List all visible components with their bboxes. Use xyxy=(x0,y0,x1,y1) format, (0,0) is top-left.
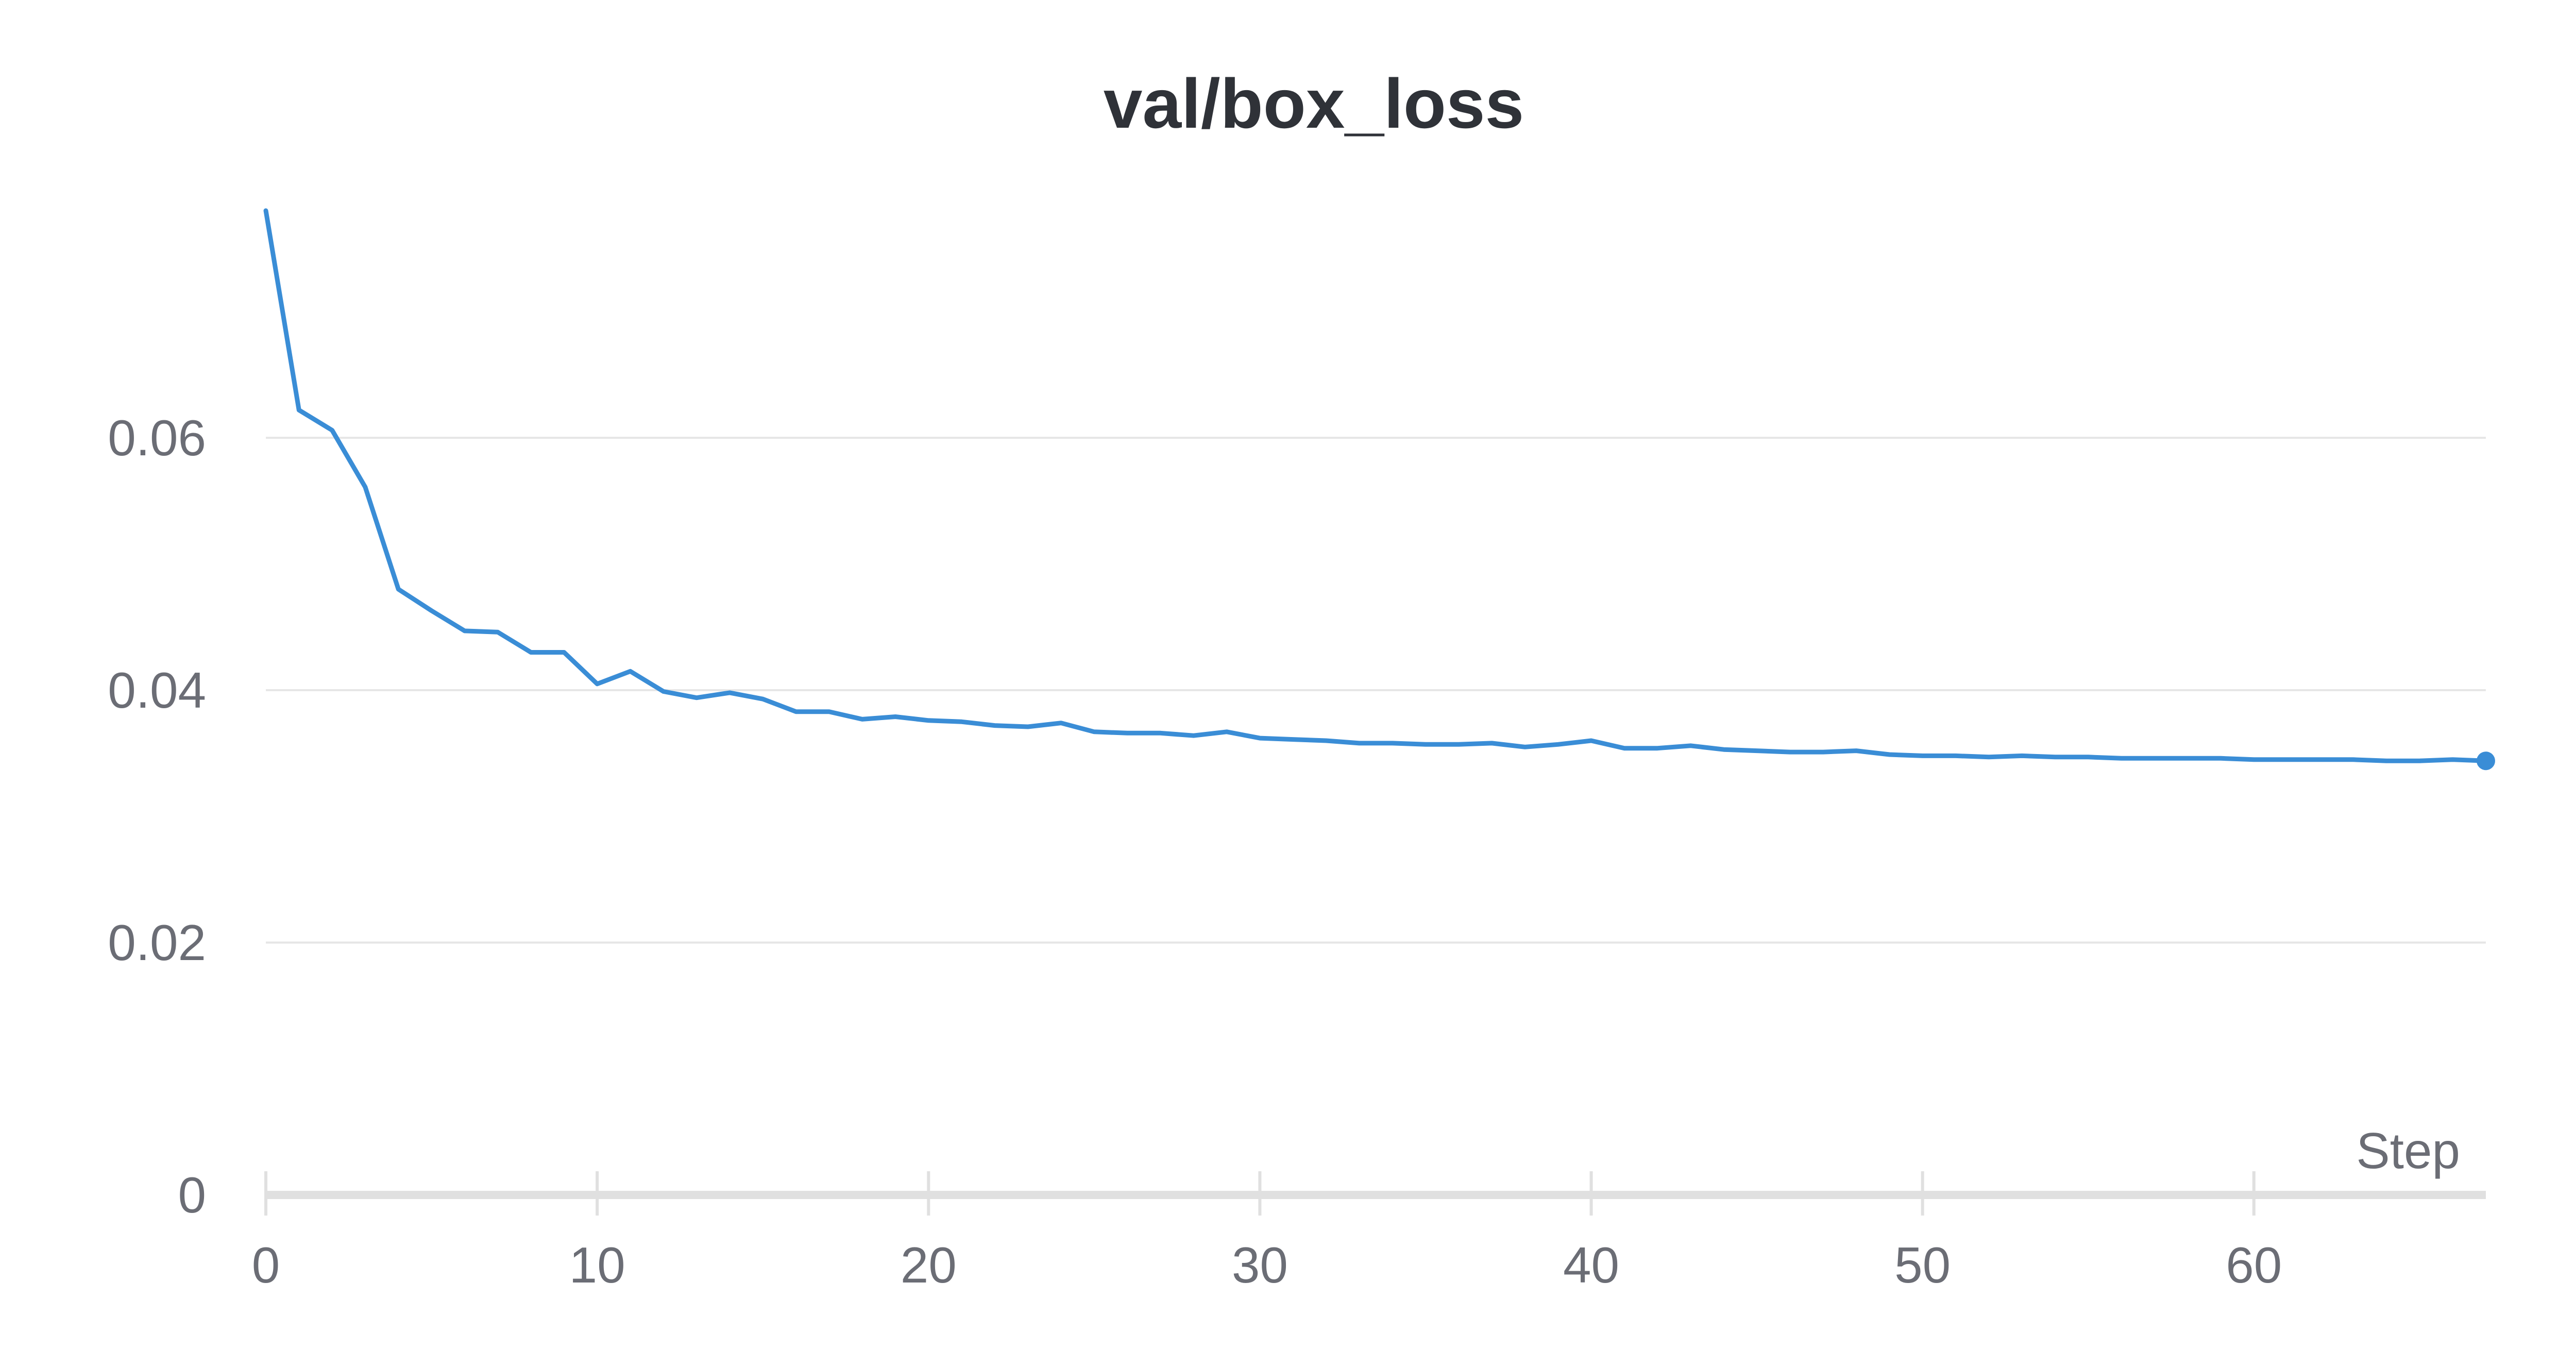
x-tick-label: 20 xyxy=(901,1237,957,1293)
y-tick-label: 0.02 xyxy=(108,914,206,971)
grid-lines xyxy=(266,437,2486,944)
x-tick-label: 10 xyxy=(569,1237,625,1293)
chart-title: val/box_loss xyxy=(1104,64,1524,143)
y-tick-label: 0.04 xyxy=(108,662,206,719)
series-line xyxy=(263,208,2488,763)
x-axis-label: Step xyxy=(2356,1122,2460,1179)
x-axis-ticks: 0 10 20 30 40 50 60 xyxy=(252,1171,2282,1293)
x-tick-label: 60 xyxy=(2226,1237,2282,1293)
x-tick-label: 40 xyxy=(1563,1237,1619,1293)
series-end-marker xyxy=(2477,751,2495,771)
y-tick-label: 0.06 xyxy=(108,409,206,466)
x-tick-label: 30 xyxy=(1232,1237,1288,1293)
y-tick-label: 0 xyxy=(178,1167,206,1223)
x-tick-label: 0 xyxy=(252,1237,280,1293)
y-axis-ticks: 0 0.02 0.04 0.06 xyxy=(108,409,206,1223)
series-layer xyxy=(263,208,2495,771)
x-tick-label: 50 xyxy=(1894,1237,1951,1293)
